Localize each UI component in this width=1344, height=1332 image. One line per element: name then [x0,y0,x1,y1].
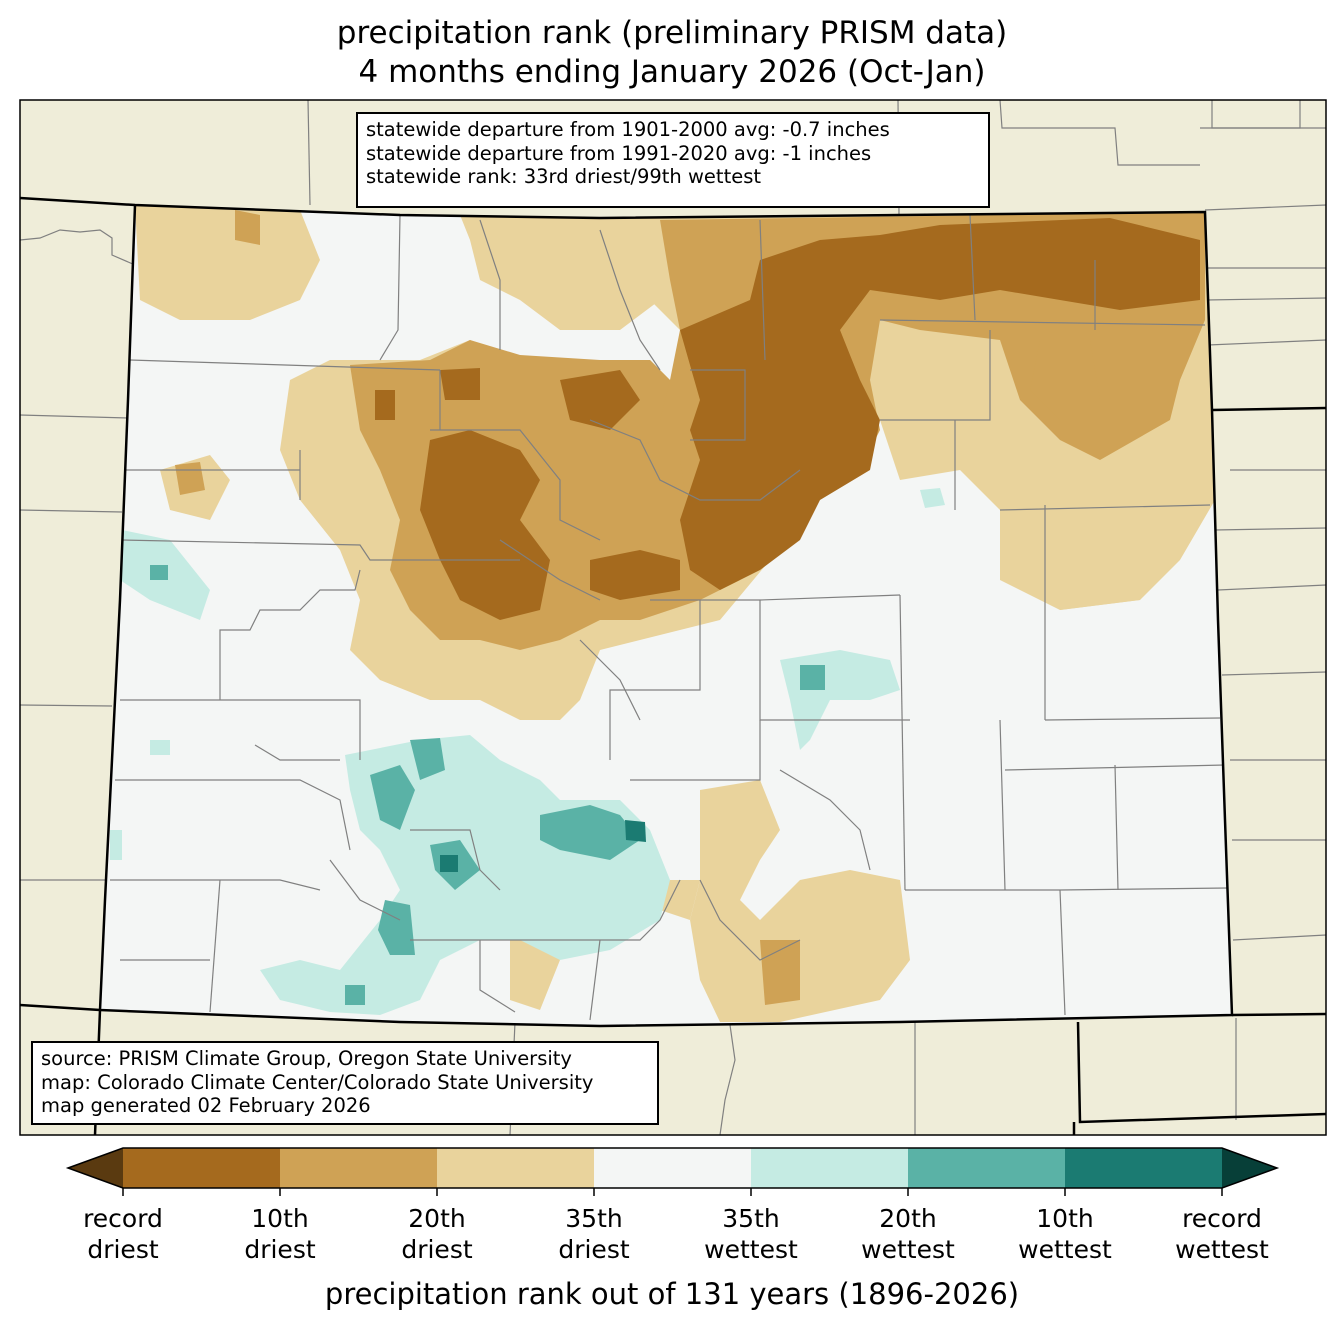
credits-line: source: PRISM Climate Group, Oregon Stat… [41,1047,572,1070]
credits-box: source: PRISM Climate Group, Oregon Stat… [31,1041,659,1125]
colorbar-extend-low [68,1148,123,1188]
tick-label-line1: record [1182,1204,1262,1233]
precipitation-rank-shading [110,205,1215,1022]
county-lines [110,214,1231,1021]
colorbar-segment [123,1148,280,1188]
stats-line: statewide rank: 33rd driest/99th wettest [366,165,762,188]
colorbar-tick-label: 20th wettest [828,1203,988,1265]
tick-label-line1: record [83,1204,163,1233]
map-frame [19,99,1327,1136]
colorbar-segment [751,1148,908,1188]
colorbar-tick-label: 10th driest [200,1203,360,1265]
statewide-stats-box: statewide departure from 1901-2000 avg: … [356,112,990,208]
tick-label-line1: 10th [251,1204,309,1233]
tick-label-line1: 35th [722,1204,780,1233]
colorbar-extend-high [1222,1148,1277,1188]
tick-label-line2: driest [87,1235,159,1264]
credits-line: map: Colorado Climate Center/Colorado St… [41,1070,594,1094]
colorbar-segment [908,1148,1065,1188]
map-title-line1: precipitation rank (preliminary PRISM da… [336,15,1008,51]
tick-label-line1: 20th [408,1204,466,1233]
tick-label-line2: wettest [1175,1235,1269,1264]
tick-label-line2: wettest [704,1235,798,1264]
stats-line: statewide departure from 1991-2020 avg: … [366,141,872,165]
map-title-line2: 4 months ending January 2026 (Oct-Jan) [358,54,986,90]
colorbar-tick-label: 10th wettest [985,1203,1145,1265]
tick-label-line1: 10th [1036,1204,1094,1233]
colorbar-tick-label: 35th driest [514,1203,674,1265]
state-borders [20,196,1326,1135]
stats-line: statewide departure from 1901-2000 avg: … [366,118,890,141]
tick-label-line2: driest [401,1235,473,1264]
tick-label-line1: 35th [565,1204,623,1233]
colorbar-segment [594,1148,751,1188]
tick-label-line2: wettest [861,1235,955,1264]
tick-label-line2: driest [244,1235,316,1264]
colorbar-tick-label: 20th driest [357,1203,517,1265]
colorbar-title: precipitation rank out of 131 years (189… [324,1277,1020,1311]
colorbar-tick-label: 35th wettest [671,1203,831,1265]
colorbar-segment [1065,1148,1222,1188]
surrounding-county-lines [20,100,1326,1135]
colorbar-segment [280,1148,437,1188]
colorbar [65,1147,1280,1196]
colorbar-tick-label: record wettest [1142,1203,1302,1265]
tick-label-line2: wettest [1018,1235,1112,1264]
credits-line: map generated 02 February 2026 [41,1094,371,1117]
tick-label-line2: driest [558,1235,630,1264]
tick-label-line1: 20th [879,1204,937,1233]
colorbar-tick-label: record driest [43,1203,203,1265]
colorbar-segment [437,1148,594,1188]
